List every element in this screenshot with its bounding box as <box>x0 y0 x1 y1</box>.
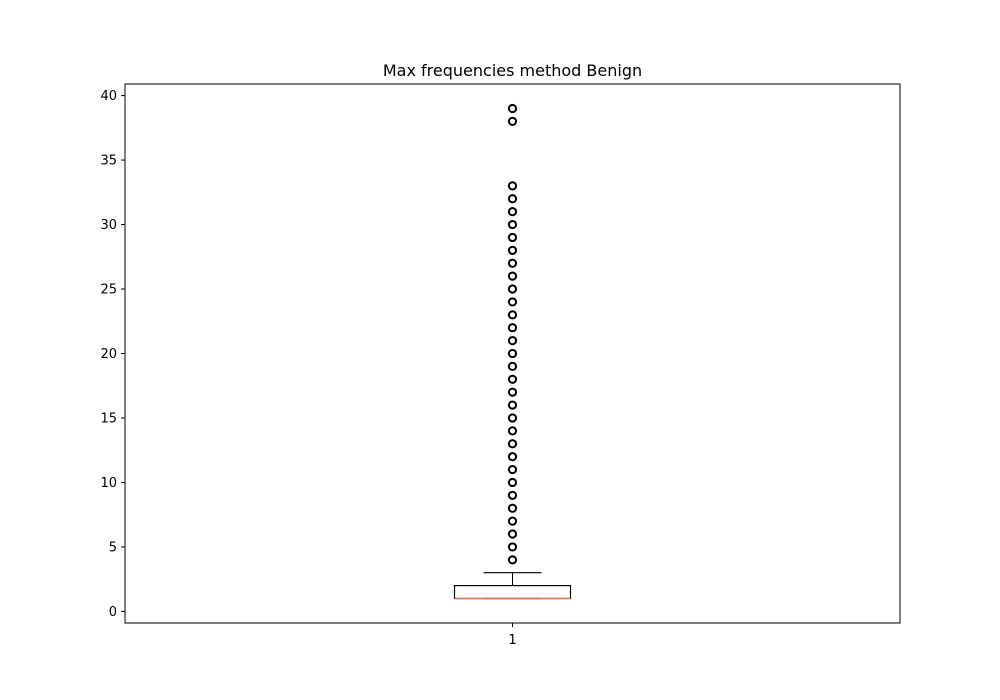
outlier-point <box>507 452 518 462</box>
outlier-point <box>507 400 518 410</box>
outlier-point <box>507 232 518 243</box>
outlier-point <box>507 116 518 126</box>
outlier-point <box>507 555 518 565</box>
y-tick-label: 35 <box>100 154 117 169</box>
outlier-point <box>507 348 518 359</box>
outlier-point <box>507 516 518 526</box>
outlier-point <box>507 258 518 268</box>
outlier-point <box>507 490 518 500</box>
y-tick-label: 0 <box>109 605 117 620</box>
outlier-point <box>507 529 518 539</box>
outlier-point <box>507 271 518 281</box>
outlier-point <box>507 219 518 230</box>
outlier-point <box>507 413 518 423</box>
outlier-point <box>507 503 518 513</box>
outlier-point <box>507 310 518 320</box>
y-tick-label: 30 <box>100 218 117 233</box>
outlier-point <box>507 439 518 449</box>
axes-frame <box>124 83 901 624</box>
outlier-point <box>507 297 518 307</box>
outlier-point <box>507 245 518 255</box>
outlier-point <box>507 374 518 384</box>
y-tick-label: 20 <box>100 347 117 362</box>
outlier-point <box>507 477 518 488</box>
x-tick-label: 1 <box>508 633 516 648</box>
outlier-point <box>507 194 518 204</box>
plot-area: 0 5 10 15 20 25 30 35 40 1 <box>100 89 572 648</box>
outlier-point <box>507 542 518 552</box>
chart-title: Max frequencies method Benign <box>383 61 642 80</box>
outlier-point <box>507 387 518 397</box>
y-tick-label: 5 <box>109 540 117 555</box>
outlier-point <box>507 323 518 333</box>
outlier-point <box>507 361 518 371</box>
y-tick-label: 10 <box>100 476 117 491</box>
outlier-point <box>507 284 518 294</box>
y-tick-label: 15 <box>100 411 117 426</box>
outlier-point <box>507 103 518 114</box>
outlier-point <box>507 336 518 346</box>
y-tick-label: 40 <box>100 89 117 104</box>
outlier-point <box>507 207 518 217</box>
outlier-point <box>507 181 518 191</box>
outlier-point <box>507 426 518 436</box>
y-tick-label: 25 <box>100 283 117 298</box>
outlier-point <box>507 464 518 475</box>
